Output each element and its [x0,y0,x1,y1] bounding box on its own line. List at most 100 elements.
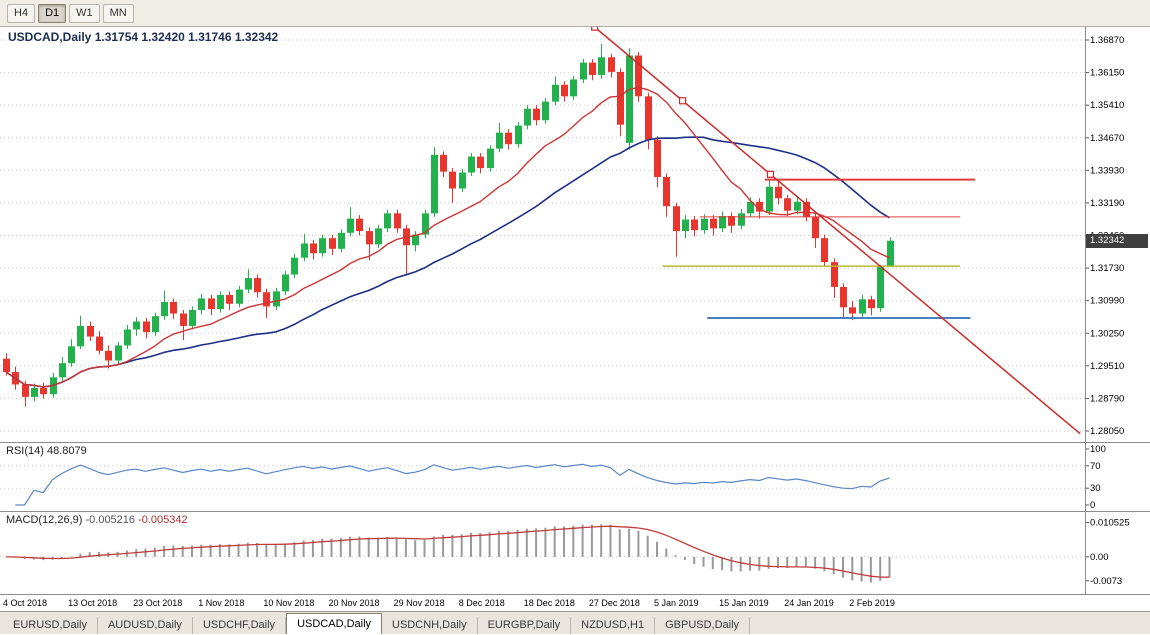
candle [133,317,140,336]
chart-tab-usdcnh[interactable]: USDCNH,Daily [382,617,478,634]
ma-slow-line [5,136,890,388]
chart-tab-usdcad[interactable]: USDCAD,Daily [286,613,383,634]
chart-tab-usdchf[interactable]: USDCHF,Daily [193,617,287,634]
ma-fast-line [5,86,890,388]
rsi-canvas[interactable]: 100 70 30 0 [0,443,1150,511]
timeframe-toolbar: H4 D1 W1 MN [0,0,1150,27]
candle [105,345,112,369]
chart-ohlc-values: 1.31754 1.32420 1.31746 1.32342 [94,30,279,44]
candle [403,224,410,274]
candle [291,254,298,279]
candle [124,325,131,349]
candle [180,309,187,341]
candle [440,151,447,177]
candle [366,227,373,261]
rsi-axis-label: 70 [1090,461,1101,472]
candle [236,286,243,308]
candle [375,224,382,248]
rsi-axis-label: 30 [1090,483,1101,494]
candle [738,208,745,230]
candle [68,339,75,367]
date-label: 23 Oct 2018 [133,598,183,608]
candle [431,147,438,217]
chart-title: USDCAD,Daily 1.31754 1.32420 1.31746 1.3… [8,30,278,44]
chart-tab-audusd[interactable]: AUDUSD,Daily [98,617,193,634]
candle [542,98,549,124]
date-label: 20 Nov 2018 [328,598,380,608]
candle [840,283,847,318]
price-axis-label: 1.33930 [1090,165,1124,176]
trendline-handle[interactable] [678,97,687,105]
date-axis[interactable]: 4 Oct 2018 13 Oct 2018 23 Oct 2018 1 Nov 20… [0,594,1150,611]
candle [96,331,103,355]
candle [31,383,38,402]
candle [412,231,419,252]
macd-canvas[interactable]: 0.010525 0.00 -0.0073 [0,512,1150,594]
chart-symbol-label: USDCAD,Daily [8,30,92,44]
date-label: 5 Jan 2019 [654,598,699,608]
candle [794,197,801,215]
price-axis-label: 1.29510 [1090,361,1124,372]
trendline-handle[interactable] [766,170,775,178]
candle [356,215,363,236]
candles [3,43,894,407]
candle [87,321,94,342]
chart-tab-eurusd[interactable]: EURUSD,Daily [3,617,98,634]
candle [226,291,233,310]
timeframe-mn-button[interactable]: MN [102,3,134,23]
date-label: 27 Dec 2018 [588,598,640,608]
macd-signal-value: -0.005342 [138,514,188,526]
candle [831,258,838,299]
current-price-badge: 1.32342 [1086,233,1148,248]
candle [673,202,680,257]
rsi-name: RSI(14) [6,445,44,457]
rsi-label: RSI(14) 48.8079 [6,445,87,457]
candle [143,317,150,339]
price-axis-label: 1.31730 [1090,263,1124,274]
chart-tab-gbpusd[interactable]: GBPUSD,Daily [655,617,751,634]
candle [626,48,633,150]
candle [533,105,540,126]
timeframe-h4-button[interactable]: H4 [7,3,36,23]
candle [422,209,429,239]
candle [115,341,122,365]
trendline-handle[interactable] [591,27,599,31]
price-axis-label: 1.30990 [1090,296,1124,307]
candle [580,59,587,84]
candle [635,51,642,102]
timeframe-w1-button[interactable]: W1 [69,3,100,23]
candle [319,234,326,257]
timeframe-d1-button[interactable]: D1 [38,3,67,23]
candle [682,215,689,239]
candle [245,269,252,294]
candle [208,294,215,316]
candle [505,129,512,150]
price-axis-label: 1.35410 [1090,100,1124,111]
price-chart-canvas[interactable]: 1.36870 1.36150 1.35410 1.34670 1.33930 1.331… [0,27,1150,442]
candle [598,43,605,79]
date-label: 2 Feb 2019 [849,598,895,608]
descending-trendline[interactable] [594,27,1081,435]
chart-tab-nzdusd[interactable]: NZDUSD,H1 [571,617,656,634]
price-axis-label: 1.28050 [1090,426,1124,437]
candle [338,229,345,253]
candle [273,287,280,310]
candle [561,81,568,102]
candle [468,153,475,177]
macd-panel: 0.010525 0.00 -0.0073 MACD(12,26,9) -0.005… [0,511,1150,594]
price-axis-label: 1.36150 [1090,68,1124,79]
candle [487,145,494,172]
candle [384,209,391,232]
candle [812,213,819,248]
chart-tab-eurgbp[interactable]: EURGBP,Daily [478,617,572,634]
candle [515,122,522,148]
candle [524,105,531,130]
rsi-panel: 100 70 30 0 RSI(14) 48.8079 [0,442,1150,511]
date-label: 1 Nov 2018 [198,598,245,608]
price-chart-panel: 1.36870 1.36150 1.35410 1.34670 1.33930 1.331… [0,27,1150,442]
rsi-axis-label: 0 [1090,500,1095,511]
candle [859,294,866,318]
candle [40,382,47,399]
rsi-line [15,463,890,506]
candle [449,168,456,203]
